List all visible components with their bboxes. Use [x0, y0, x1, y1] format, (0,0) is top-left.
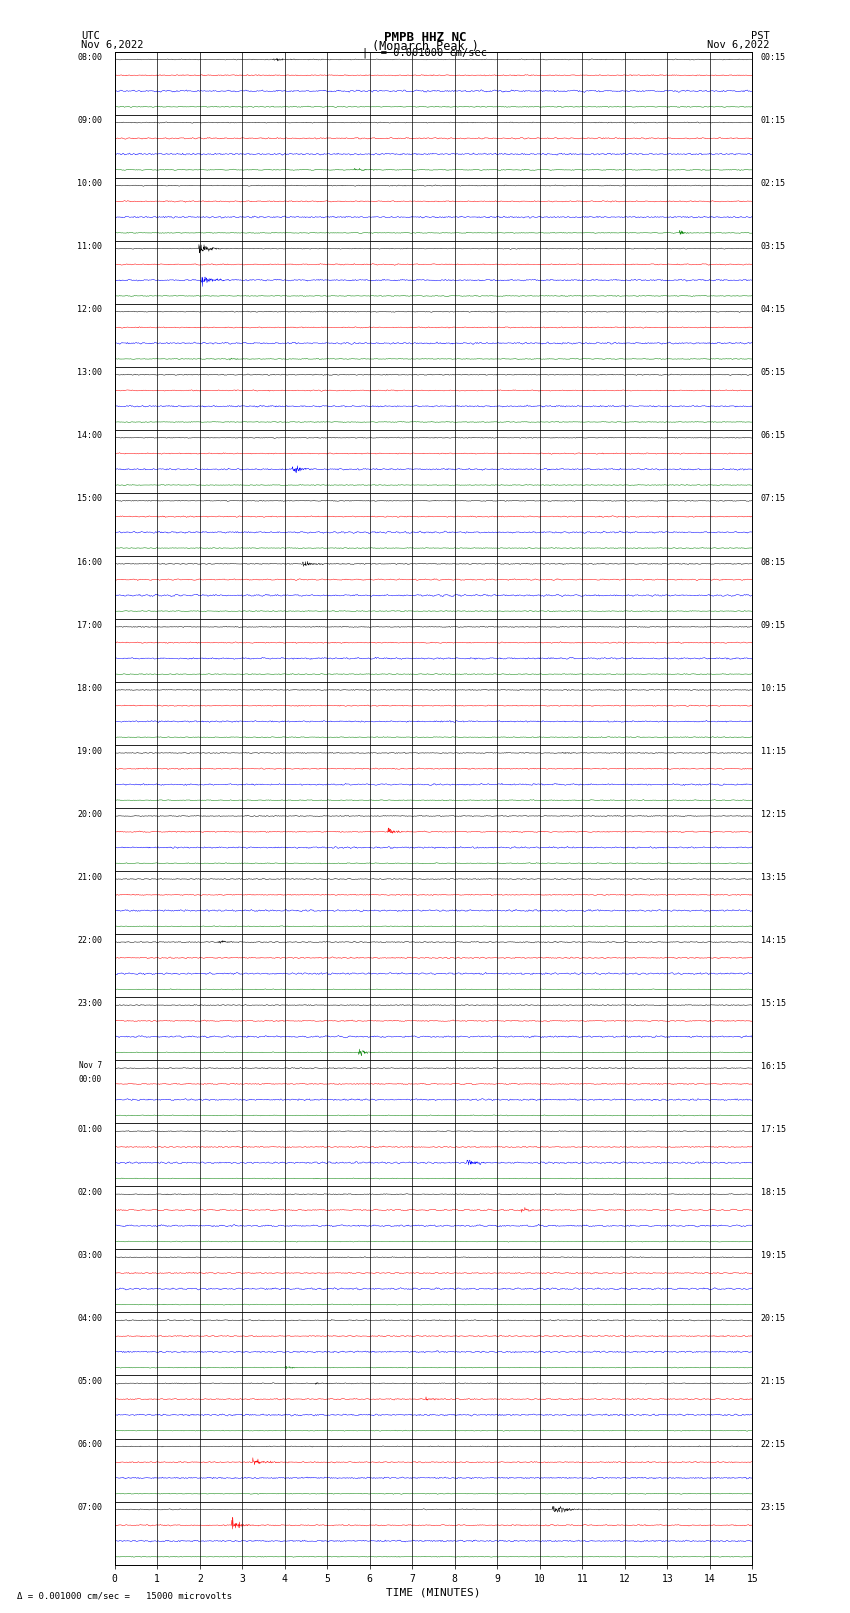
Text: PST: PST — [751, 31, 769, 42]
Text: 01:15: 01:15 — [761, 116, 785, 126]
Text: 09:00: 09:00 — [77, 116, 102, 126]
Text: 10:15: 10:15 — [761, 684, 785, 692]
X-axis label: TIME (MINUTES): TIME (MINUTES) — [386, 1587, 481, 1598]
Text: 18:15: 18:15 — [761, 1187, 785, 1197]
Text: 03:15: 03:15 — [761, 242, 785, 252]
Text: 10:00: 10:00 — [77, 179, 102, 189]
Text: Δ = 0.001000 cm/sec =   15000 microvolts: Δ = 0.001000 cm/sec = 15000 microvolts — [17, 1590, 232, 1600]
Text: 01:00: 01:00 — [77, 1124, 102, 1134]
Text: 03:00: 03:00 — [77, 1252, 102, 1260]
Text: 19:15: 19:15 — [761, 1252, 785, 1260]
Text: 07:00: 07:00 — [77, 1503, 102, 1511]
Text: 12:00: 12:00 — [77, 305, 102, 315]
Text: |  = 0.001000 cm/sec: | = 0.001000 cm/sec — [362, 47, 488, 58]
Text: Nov 7: Nov 7 — [79, 1061, 102, 1069]
Text: 21:00: 21:00 — [77, 873, 102, 882]
Text: 06:00: 06:00 — [77, 1440, 102, 1448]
Text: 20:00: 20:00 — [77, 810, 102, 819]
Text: UTC: UTC — [81, 31, 99, 42]
Text: 17:00: 17:00 — [77, 621, 102, 629]
Text: 17:15: 17:15 — [761, 1124, 785, 1134]
Text: PMPB HHZ NC: PMPB HHZ NC — [383, 31, 467, 45]
Text: 23:00: 23:00 — [77, 998, 102, 1008]
Text: 00:15: 00:15 — [761, 53, 785, 63]
Text: 20:15: 20:15 — [761, 1315, 785, 1323]
Text: 04:15: 04:15 — [761, 305, 785, 315]
Text: 06:15: 06:15 — [761, 431, 785, 440]
Text: 15:15: 15:15 — [761, 998, 785, 1008]
Text: 16:00: 16:00 — [77, 558, 102, 566]
Text: 02:00: 02:00 — [77, 1187, 102, 1197]
Text: 12:15: 12:15 — [761, 810, 785, 819]
Text: 08:00: 08:00 — [77, 53, 102, 63]
Text: 04:00: 04:00 — [77, 1315, 102, 1323]
Text: 09:15: 09:15 — [761, 621, 785, 629]
Text: 21:15: 21:15 — [761, 1378, 785, 1386]
Text: 18:00: 18:00 — [77, 684, 102, 692]
Text: 19:00: 19:00 — [77, 747, 102, 755]
Text: 23:15: 23:15 — [761, 1503, 785, 1511]
Text: 02:15: 02:15 — [761, 179, 785, 189]
Text: 11:15: 11:15 — [761, 747, 785, 755]
Text: 11:00: 11:00 — [77, 242, 102, 252]
Text: 22:00: 22:00 — [77, 936, 102, 945]
Text: 08:15: 08:15 — [761, 558, 785, 566]
Text: Nov 6,2022: Nov 6,2022 — [81, 39, 144, 50]
Text: 15:00: 15:00 — [77, 495, 102, 503]
Text: 05:00: 05:00 — [77, 1378, 102, 1386]
Text: (Monarch Peak ): (Monarch Peak ) — [371, 39, 479, 53]
Text: 14:00: 14:00 — [77, 431, 102, 440]
Text: 05:15: 05:15 — [761, 368, 785, 377]
Text: Nov 6,2022: Nov 6,2022 — [706, 39, 769, 50]
Text: 13:15: 13:15 — [761, 873, 785, 882]
Text: 16:15: 16:15 — [761, 1061, 785, 1071]
Text: 07:15: 07:15 — [761, 495, 785, 503]
Text: 14:15: 14:15 — [761, 936, 785, 945]
Text: 13:00: 13:00 — [77, 368, 102, 377]
Text: 00:00: 00:00 — [79, 1076, 102, 1084]
Text: 22:15: 22:15 — [761, 1440, 785, 1448]
